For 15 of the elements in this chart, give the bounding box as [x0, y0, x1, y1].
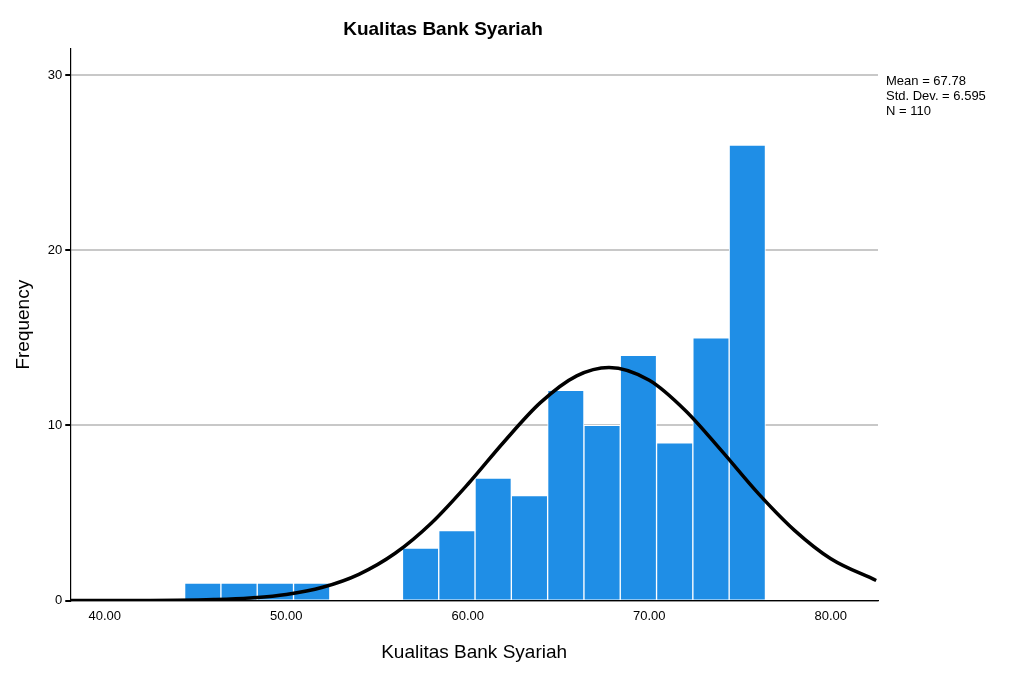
y-tick-label: 30 [47, 66, 63, 82]
x-tick-label: 60.00 [451, 607, 485, 623]
y-tick-label: 10 [47, 417, 63, 432]
y-axis-title: Frequency [11, 279, 33, 370]
text: Mean = 67.78 [886, 72, 966, 88]
x-tick-label: 40.00 [88, 607, 122, 623]
y-tick-label: 0 [55, 592, 63, 608]
x-axis-title: Kualitas Bank Syariah [381, 640, 568, 662]
text: N = 110 [886, 102, 931, 118]
chart-title: Kualitas Bank Syariah [343, 17, 543, 39]
x-tick-label: 70.00 [633, 607, 666, 623]
x-tick-label: 80.00 [814, 607, 848, 623]
y-tick-label: 20 [47, 241, 63, 257]
x-tick-label: 50.00 [269, 607, 303, 623]
text: Std. Dev. = 6.595 [886, 87, 986, 103]
